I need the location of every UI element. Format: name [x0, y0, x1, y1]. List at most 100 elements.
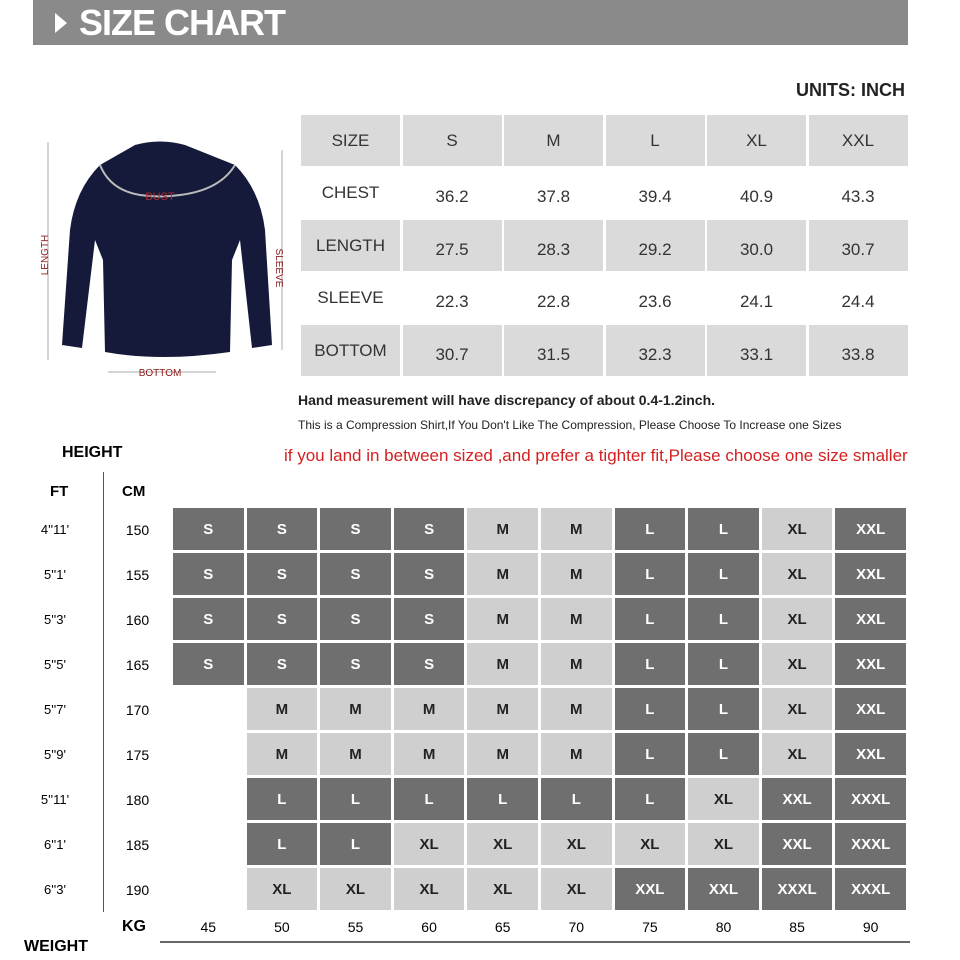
size-cell: S — [393, 643, 465, 685]
table-cell: 37.8 — [504, 167, 603, 219]
seam — [99, 164, 236, 198]
divider — [160, 941, 910, 943]
size-cell: M — [320, 688, 391, 730]
size-cell: L — [614, 598, 686, 640]
size-cell: XXL — [835, 643, 906, 685]
cm-label: 165 — [125, 656, 150, 673]
table-cell: 30.7 — [808, 220, 908, 271]
size-cell: XL — [761, 553, 833, 595]
ft-label: FT — [50, 483, 69, 500]
size-cell: M — [467, 508, 538, 550]
table-cell: 36.2 — [402, 167, 502, 219]
size-cell: M — [467, 643, 538, 685]
table-cell: 33.1 — [707, 325, 806, 376]
size-cell: S — [320, 643, 391, 685]
table-header-cell: XXL — [808, 115, 908, 166]
table-header-cell: SIZE — [301, 115, 400, 166]
table-cell: LENGTH — [301, 220, 400, 271]
size-cell: XL — [761, 643, 833, 685]
size-cell: S — [320, 553, 391, 595]
size-cell: M — [541, 508, 612, 550]
kg-label: 60 — [421, 919, 437, 935]
size-cell: XL — [393, 823, 465, 865]
size-cell: S — [246, 553, 318, 595]
table-header-cell: L — [605, 115, 705, 166]
ft-label: 5''3' — [44, 612, 66, 627]
kg-label: 85 — [789, 919, 805, 935]
table-cell: 29.2 — [605, 220, 705, 271]
size-cell: L — [614, 508, 686, 550]
size-cell: S — [173, 598, 244, 640]
size-cell: L — [320, 778, 391, 820]
kg-label: 55 — [347, 919, 364, 935]
size-cell: XL — [541, 868, 612, 910]
size-cell: L — [393, 778, 465, 820]
table-cell: 32.3 — [605, 325, 705, 376]
table-cell: 33.8 — [808, 325, 908, 376]
kg-label: 70 — [568, 919, 585, 935]
sleeve-label: SLEEVE — [273, 249, 284, 288]
size-cell: S — [393, 508, 465, 550]
size-cell: L — [467, 778, 538, 820]
size-cell: XXL — [761, 778, 833, 820]
size-cell: XL — [541, 823, 612, 865]
size-cell: XXL — [835, 553, 906, 595]
size-cell: M — [541, 688, 612, 730]
ft-label: 4''11' — [40, 522, 70, 537]
size-cell: S — [320, 508, 391, 550]
length-label: LENGTH — [40, 235, 51, 276]
bottom-label: BOTTOM — [139, 368, 182, 379]
size-cell: XL — [761, 688, 833, 730]
kg-label: 45 — [200, 919, 217, 935]
title: SIZE CHART — [79, 2, 286, 43]
size-cell: XL — [761, 598, 833, 640]
size-cell: M — [393, 688, 465, 730]
size-cell: XXXL — [835, 778, 906, 820]
ft-label: 5''9' — [44, 747, 66, 762]
cm-label: 170 — [125, 701, 150, 718]
table-cell: 22.3 — [402, 272, 502, 324]
kg-label: 75 — [642, 919, 658, 935]
table-cell: 40.9 — [707, 167, 806, 219]
size-cell: S — [393, 553, 465, 595]
size-cell: M — [541, 733, 612, 775]
size-cell: M — [467, 688, 538, 730]
size-cell: XL — [761, 508, 833, 550]
cm-label: CM — [122, 483, 146, 500]
size-cell: XXXL — [835, 823, 906, 865]
size-cell: XXL — [835, 733, 906, 775]
ft-label: 5''7' — [44, 702, 66, 717]
cm-label: 160 — [125, 611, 150, 628]
size-cell: XXL — [761, 823, 833, 865]
weight-label: WEIGHT — [24, 938, 88, 955]
size-cell: M — [320, 733, 391, 775]
table-cell: 39.4 — [605, 167, 705, 219]
size-cell: M — [541, 598, 612, 640]
kg-label: 80 — [715, 919, 732, 935]
size-cell: XXXL — [835, 868, 906, 910]
note: This is a Compression Shirt,If You Don't… — [298, 418, 842, 432]
kg-label: 50 — [274, 919, 290, 935]
table-cell: 23.6 — [605, 272, 705, 324]
table-cell: 31.5 — [504, 325, 603, 376]
size-cell: XL — [688, 778, 759, 820]
table-cell: 27.5 — [402, 220, 502, 271]
size-cell: S — [173, 508, 244, 550]
table-cell: CHEST — [301, 167, 400, 219]
size-cell: L — [688, 553, 759, 595]
table-cell: SLEEVE — [301, 272, 400, 324]
size-cell: XL — [467, 868, 538, 910]
kg-label: KG — [122, 918, 146, 935]
size-cell: M — [246, 688, 318, 730]
size-cell: S — [246, 508, 318, 550]
cm-label: 150 — [125, 521, 150, 538]
height-label: HEIGHT — [62, 444, 123, 461]
size-cell: L — [688, 643, 759, 685]
size-cell: XXL — [835, 508, 906, 550]
size-cell: L — [246, 778, 318, 820]
size-cell: M — [467, 733, 538, 775]
ft-label: 5''5' — [44, 657, 66, 672]
size-cell: XL — [467, 823, 538, 865]
size-cell: L — [688, 508, 759, 550]
